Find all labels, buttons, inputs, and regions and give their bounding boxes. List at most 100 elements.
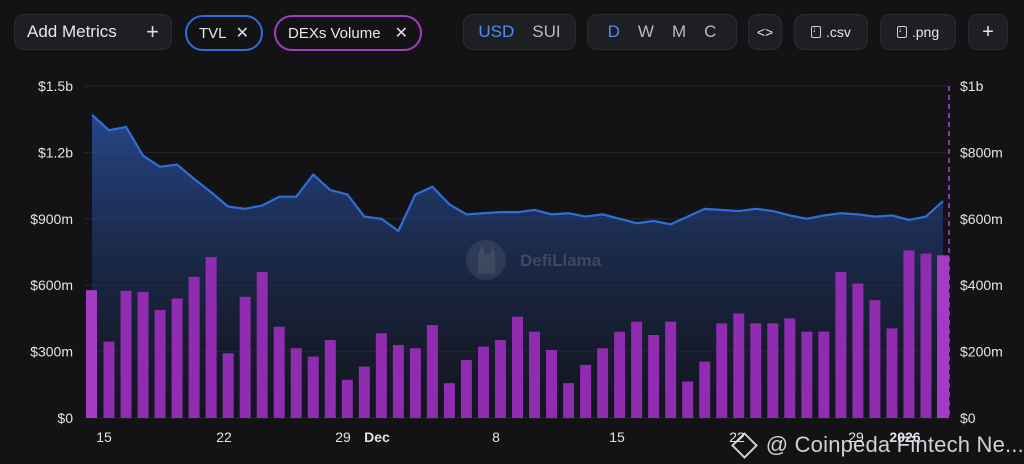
dex-volume-bar [665,321,677,418]
dex-volume-bar [546,349,558,418]
dex-volume-bar [137,291,149,418]
left-axis-tick-label: $600m [30,277,73,293]
dex-volume-bar [273,326,285,418]
left-y-axis: $0 $300m $600m $900m $1.2b $1.5b [30,78,73,426]
x-axis-tick-label: 22 [216,429,232,445]
dex-volume-bar [563,383,575,418]
dex-volume-bar [426,325,438,418]
dex-volume-bar [307,356,319,418]
right-axis-tick-label: $800m [960,144,1003,160]
dex-volume-bar [852,283,864,418]
dex-volume-bar [460,359,472,418]
dex-volume-bar [937,255,949,418]
watermark-label: DefiLlama [520,251,602,270]
code-icon: <> [756,24,774,40]
embed-button[interactable]: <> [748,14,782,50]
dex-volume-bar [648,335,660,418]
dex-volume-bar [103,341,115,418]
add-metrics-label: Add Metrics [27,22,117,41]
dex-volume-bar [716,323,728,418]
dex-volume-bar [341,379,353,418]
download-png-button[interactable]: .png [880,14,956,50]
dex-volume-bar [699,361,711,418]
period-option-d[interactable]: D [607,22,620,41]
metric-pill-label: TVL [199,24,227,42]
tvl-area [92,114,943,419]
tvl-area-fill [92,114,943,419]
dex-volume-bar [580,364,592,418]
dex-volume-bar [120,290,132,418]
credit-label: @ Coinpeda Fintech Ne... [765,432,1024,457]
dex-volume-bar [886,328,898,418]
x-axis-tick-label: 8 [492,429,500,445]
dex-volume-bar [205,256,217,418]
tvl-line [91,113,944,233]
currency-toggle: USD SUI [463,14,576,50]
dex-volume-bar [750,323,762,418]
dex-volume-bar [392,344,404,418]
download-csv-button[interactable]: .csv [794,14,868,50]
dex-volume-bar [614,331,626,418]
metric-pill-tvl[interactable]: TVL ✕ [185,15,263,51]
dex-volume-bar [324,339,336,418]
x-axis-tick-label: 15 [96,429,112,445]
period-option-w[interactable]: W [637,22,654,41]
dex-volume-bar [171,298,183,418]
dex-volume-bar [784,318,796,418]
dex-volume-bar [920,253,932,418]
csv-label: .csv [826,24,851,40]
dex-volume-bar [443,383,455,418]
left-axis-tick-label: $1.5b [38,78,73,94]
period-option-m[interactable]: M [671,22,687,41]
right-axis-tick-label: $400m [960,277,1003,293]
dex-volume-bar [154,310,166,418]
dex-volume-bar [290,348,302,418]
x-axis-tick-label: 2026 [889,429,920,445]
dex-volume-bar [767,323,779,418]
dex-volume-bar [222,353,234,418]
left-axis-tick-label: $900m [30,211,73,227]
dex-volume-bar [801,331,813,418]
diamond-logo-icon [730,431,758,459]
left-axis-tick-label: $1.2b [38,144,73,160]
period-option-c[interactable]: C [704,22,717,41]
close-icon[interactable]: ✕ [235,25,249,42]
dex-volume-bar [818,331,830,418]
download-file-icon [811,24,822,38]
dex-volume-bar [512,316,523,418]
llama-shape-icon [478,244,495,274]
dex-volume-bar [375,333,387,418]
currency-option-sui[interactable]: SUI [532,22,561,41]
close-icon[interactable]: ✕ [394,25,408,42]
left-axis-tick-label: $300m [30,344,73,360]
download-file-icon [896,24,907,38]
x-axis: 15 22 29 Dec 8 15 22 29 2026 [96,429,921,445]
metric-pill-label: DEXs Volume [288,24,381,42]
defillama-watermark: DefiLlama [466,240,602,280]
tvl-dex-volume-chart: DefiLlama $0 $300m $600m $900m $1.2b $1.5b $0… [30,78,1003,445]
plus-icon: + [146,19,159,44]
plus-icon: + [982,20,994,43]
dex-volume-bar [256,271,268,418]
currency-option-usd[interactable]: USD [478,22,515,41]
dex-volume-bar [682,381,694,418]
add-chart-button[interactable]: + [968,14,1008,50]
dex-volume-bar [477,346,489,418]
add-metrics-button[interactable]: Add Metrics + [14,14,172,50]
period-toggle: D W M C [587,14,737,50]
dex-volume-bar [409,348,421,418]
right-axis-tick-label: $1b [960,78,984,94]
metric-pill-dexs-volume[interactable]: DEXs Volume ✕ [274,15,422,51]
right-axis-tick-label: $0 [960,410,976,426]
x-axis-tick-label: Dec [364,429,390,445]
dex-volume-bars [86,250,949,418]
dex-volume-bar [869,300,881,418]
png-label: .png [911,24,940,40]
dex-volume-bar [835,271,847,418]
right-axis-tick-label: $200m [960,344,1003,360]
right-y-axis: $0 $200m $400m $600m $800m $1b [960,78,1003,426]
x-axis-tick-label: 29 [335,429,351,445]
left-axis-tick-label: $0 [57,410,73,426]
x-axis-tick-label: 29 [848,429,864,445]
dex-volume-bar [903,250,915,418]
